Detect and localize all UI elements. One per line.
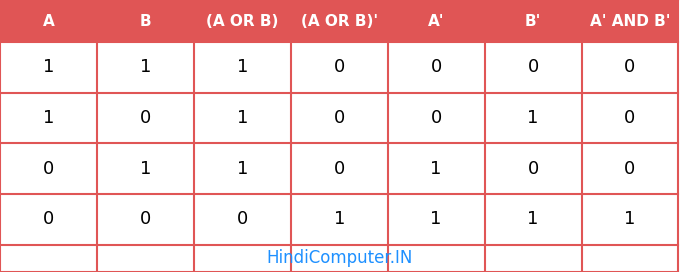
Bar [387, 144, 485, 194]
Text: 0: 0 [430, 109, 442, 127]
Bar [0, 144, 97, 194]
Bar [97, 0, 194, 42]
Bar [485, 194, 582, 245]
Bar [387, 93, 485, 144]
Bar [194, 42, 291, 93]
Text: 0: 0 [624, 109, 635, 127]
Text: 1: 1 [236, 58, 248, 76]
Text: 1: 1 [140, 160, 151, 178]
Text: 1: 1 [334, 211, 345, 228]
Bar [387, 0, 485, 42]
Bar [291, 144, 387, 194]
Text: 1: 1 [43, 109, 54, 127]
Bar [0, 245, 678, 272]
Bar [194, 144, 291, 194]
Bar [485, 144, 582, 194]
Text: B: B [140, 14, 151, 29]
Text: 1: 1 [527, 211, 539, 228]
Text: 1: 1 [624, 211, 635, 228]
Bar [291, 194, 387, 245]
Text: (A OR B)': (A OR B)' [301, 14, 378, 29]
Text: 0: 0 [334, 109, 345, 127]
Text: 0: 0 [528, 160, 539, 178]
Text: 0: 0 [140, 109, 151, 127]
Bar [485, 0, 582, 42]
Bar [291, 42, 387, 93]
Bar [0, 0, 97, 42]
Bar [291, 0, 387, 42]
Bar [0, 194, 97, 245]
Text: B': B' [525, 14, 541, 29]
Text: A': A' [428, 14, 445, 29]
Bar [387, 42, 485, 93]
Bar [485, 42, 582, 93]
Text: 1: 1 [527, 109, 539, 127]
Text: 0: 0 [430, 58, 442, 76]
Bar [97, 42, 194, 93]
Bar [582, 144, 678, 194]
Text: 0: 0 [43, 160, 54, 178]
Text: 0: 0 [334, 160, 345, 178]
Text: 1: 1 [43, 58, 54, 76]
Text: 1: 1 [140, 58, 151, 76]
Bar [97, 93, 194, 144]
Bar [0, 42, 97, 93]
Text: 0: 0 [624, 160, 635, 178]
Text: (A OR B): (A OR B) [206, 14, 279, 29]
Bar [485, 93, 582, 144]
Text: 0: 0 [140, 211, 151, 228]
Bar [582, 42, 678, 93]
Text: A' AND B': A' AND B' [590, 14, 670, 29]
Bar [97, 144, 194, 194]
Bar [97, 194, 194, 245]
Bar [194, 194, 291, 245]
Text: 1: 1 [430, 211, 442, 228]
Text: 0: 0 [237, 211, 248, 228]
Text: 0: 0 [334, 58, 345, 76]
Bar [582, 93, 678, 144]
Text: 1: 1 [430, 160, 442, 178]
Text: 0: 0 [528, 58, 539, 76]
Text: A: A [43, 14, 54, 29]
Bar [582, 194, 678, 245]
Text: 0: 0 [43, 211, 54, 228]
Bar [582, 0, 678, 42]
Text: 1: 1 [236, 109, 248, 127]
Bar [291, 93, 387, 144]
Text: 1: 1 [236, 160, 248, 178]
Bar [194, 0, 291, 42]
Bar [0, 93, 97, 144]
Bar [194, 93, 291, 144]
Text: 0: 0 [624, 58, 635, 76]
Text: HindiComputer.IN: HindiComputer.IN [266, 249, 413, 267]
Bar [387, 194, 485, 245]
